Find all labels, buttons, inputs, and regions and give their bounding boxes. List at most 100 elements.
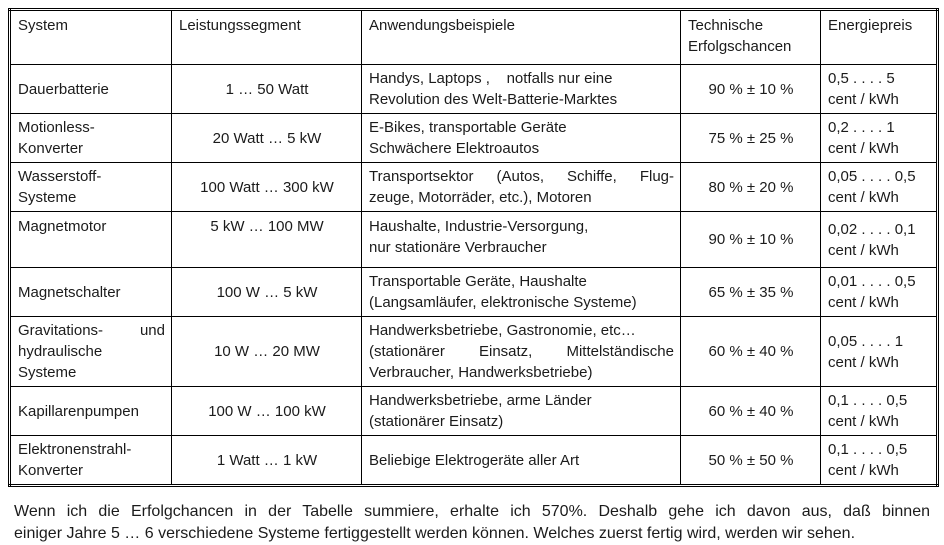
system-cell-line: Motionless- xyxy=(18,119,95,136)
price-cell-line: cent / kWh xyxy=(828,189,899,206)
system-cell-line: Gravitations- und xyxy=(18,322,165,339)
examples-cell-line: Haushalte, Industrie-Versorgung, xyxy=(369,218,589,235)
examples-cell-line: (stationärer Einsatz, Mittelständische xyxy=(369,343,674,360)
price-cell-line: 0,02 . . . . 0,1 xyxy=(828,220,916,238)
price-cell-line: 0,5 . . . . 5 xyxy=(828,70,895,87)
system-cell-line: Dauerbatterie xyxy=(18,80,109,98)
chance-cell: 90 % ± 10 % xyxy=(680,211,821,268)
chance-cell-line: 65 % ± 35 % xyxy=(708,283,794,301)
system-cell: Kapillarenpumpen xyxy=(9,386,172,436)
system-cell-line: Wasserstoff- xyxy=(18,168,102,185)
system-cell-line: Kapillarenpumpen xyxy=(18,402,139,420)
price-cell-line: cent / kWh xyxy=(828,462,899,479)
segment-cell-line: 100 Watt … 300 kW xyxy=(200,178,334,196)
segment-cell-line: 1 … 50 Watt xyxy=(225,80,309,98)
price-cell: 0,05 . . . . 0,5 cent / kWh xyxy=(820,162,938,212)
price-cell-line: cent / kWh xyxy=(828,353,899,371)
chance-cell-line: 90 % ± 10 % xyxy=(708,80,794,98)
price-cell: 0,05 . . . . 1 cent / kWh xyxy=(820,316,938,387)
price-cell: 0,1 . . . . 0,5 cent / kWh xyxy=(820,435,938,486)
price-cell-line: cent / kWh xyxy=(828,294,899,311)
price-cell-line: cent / kWh xyxy=(828,140,899,157)
segment-cell-line: 5 kW … 100 MW xyxy=(210,218,324,235)
chance-cell-line: 80 % ± 20 % xyxy=(708,178,794,196)
chance-cell-line: 50 % ± 50 % xyxy=(708,451,794,469)
system-cell: Motionless- Konverter xyxy=(9,113,172,163)
system-cell: Wasserstoff- Systeme xyxy=(9,162,172,212)
segment-cell-line: 100 W … 100 kW xyxy=(208,402,326,420)
system-cell: Magnetmotor xyxy=(9,211,172,268)
chance-cell: 60 % ± 40 % xyxy=(680,386,821,436)
systems-table: System Leistungssegment Anwendungsbeispi… xyxy=(8,8,939,487)
segment-cell: 20 Watt … 5 kW xyxy=(171,113,362,163)
segment-cell: 10 W … 20 MW xyxy=(171,316,362,387)
segment-cell-line: 1 Watt … 1 kW xyxy=(216,451,318,469)
segment-cell: 100 W … 100 kW xyxy=(171,386,362,436)
col-header-system: System xyxy=(9,9,172,65)
summary-line: Wenn ich die Erfolgchancen in der Tabell… xyxy=(14,503,930,520)
table-row: Gravitations- und hydraulische Systeme 10 W… xyxy=(9,316,938,387)
price-cell-line: 0,05 . . . . 1 xyxy=(828,332,904,350)
system-cell-line: Systeme xyxy=(18,189,77,206)
segment-cell: 100 Watt … 300 kW xyxy=(171,162,362,212)
examples-cell-line: (Langsamläufer, elektronische Systeme) xyxy=(369,294,637,311)
price-cell-line: 0,01 . . . . 0,5 xyxy=(828,273,916,290)
price-cell-line: 0,1 . . . . 0,5 xyxy=(828,392,908,409)
examples-cell-line: zeuge, Motorräder, etc.), Motoren xyxy=(369,189,592,206)
summary-line: einiger Jahre 5 … 6 verschiedene Systeme… xyxy=(14,525,856,542)
examples-cell-line: Schwächere Elektroautos xyxy=(369,140,540,157)
segment-cell-line: 10 W … 20 MW xyxy=(214,343,320,360)
table-row: Wasserstoff- Systeme 100 Watt … 300 kW Tran… xyxy=(9,162,938,212)
examples-cell-line: Verbraucher, Handwerksbetriebe) xyxy=(369,364,593,381)
examples-cell-line: nur stationäre Verbraucher xyxy=(369,239,547,256)
segment-cell: 5 kW … 100 MW xyxy=(171,211,362,268)
price-cell-line: 0,1 . . . . 0,5 xyxy=(828,441,908,458)
chance-cell: 90 % ± 10 % xyxy=(680,64,821,114)
examples-cell-line: (stationärer Einsatz) xyxy=(369,413,504,430)
examples-cell: Handwerksbetriebe, arme Länder (stationär… xyxy=(361,386,681,436)
system-cell-line: Magnetmotor xyxy=(18,218,107,235)
examples-cell-line: Handwerksbetriebe, arme Länder xyxy=(369,392,592,409)
chance-cell-line: 60 % ± 40 % xyxy=(708,402,794,420)
segment-cell: 100 W … 5 kW xyxy=(171,267,362,317)
table-row: Magnetmotor 5 kW … 100 MW Haushalte, Indus… xyxy=(9,211,938,268)
examples-cell: Handys, Laptops , notfalls nur eine Revol… xyxy=(361,64,681,114)
segment-cell-line: 20 Watt … 5 kW xyxy=(212,129,322,147)
price-cell: 0,01 . . . . 0,5 cent / kWh xyxy=(820,267,938,317)
examples-cell-line: E-Bikes, transportable Geräte xyxy=(369,119,567,136)
table-row: Kapillarenpumpen 100 W … 100 kW Handwerksb… xyxy=(9,386,938,436)
price-cell-line: cent / kWh xyxy=(828,413,899,430)
chance-cell: 65 % ± 35 % xyxy=(680,267,821,317)
examples-cell-line: Transportsektor (Autos, Schiffe, Flug- xyxy=(369,168,674,185)
col-header-segment: Leistungssegment xyxy=(171,9,362,65)
price-cell-line: cent / kWh xyxy=(828,91,899,108)
price-cell: 0,02 . . . . 0,1 cent / kWh xyxy=(820,211,938,268)
chance-cell: 75 % ± 25 % xyxy=(680,113,821,163)
examples-cell: Haushalte, Industrie-Versorgung, nur stat… xyxy=(361,211,681,268)
examples-cell: Beliebige Elektrogeräte aller Art xyxy=(361,435,681,486)
system-cell: Gravitations- und hydraulische Systeme xyxy=(9,316,172,387)
examples-cell: Transportable Geräte, Haushalte (Langsaml… xyxy=(361,267,681,317)
chance-cell-line: 60 % ± 40 % xyxy=(708,343,794,360)
examples-cell-line: Transportable Geräte, Haushalte xyxy=(369,273,587,290)
system-cell-line: hydraulische xyxy=(18,343,103,360)
chance-cell-line: 90 % ± 10 % xyxy=(708,231,794,248)
examples-cell-line: Beliebige Elektrogeräte aller Art xyxy=(369,451,580,469)
price-cell: 0,2 . . . . 1 cent / kWh xyxy=(820,113,938,163)
chance-cell: 60 % ± 40 % xyxy=(680,316,821,387)
examples-cell-line: Handys, Laptops , notfalls nur eine xyxy=(369,70,613,87)
examples-cell-line: Revolution des Welt-Batterie-Marktes xyxy=(369,91,618,108)
system-cell-line: Systeme xyxy=(18,364,77,381)
price-cell-line: 0,2 . . . . 1 xyxy=(828,119,895,136)
col-header-examples: Anwendungsbeispiele xyxy=(361,9,681,65)
examples-cell: Transportsektor (Autos, Schiffe, Flug-ze… xyxy=(361,162,681,212)
col-header-chance: Technische Erfolgschancen xyxy=(680,9,821,65)
price-cell: 0,1 . . . . 0,5 cent / kWh xyxy=(820,386,938,436)
system-cell: Dauerbatterie xyxy=(9,64,172,114)
segment-cell: 1 Watt … 1 kW xyxy=(171,435,362,486)
system-cell-line: Konverter xyxy=(18,462,84,479)
chance-cell: 80 % ± 20 % xyxy=(680,162,821,212)
system-cell-line: Elektronenstrahl- xyxy=(18,441,132,458)
col-header-price: Energiepreis xyxy=(820,9,938,65)
